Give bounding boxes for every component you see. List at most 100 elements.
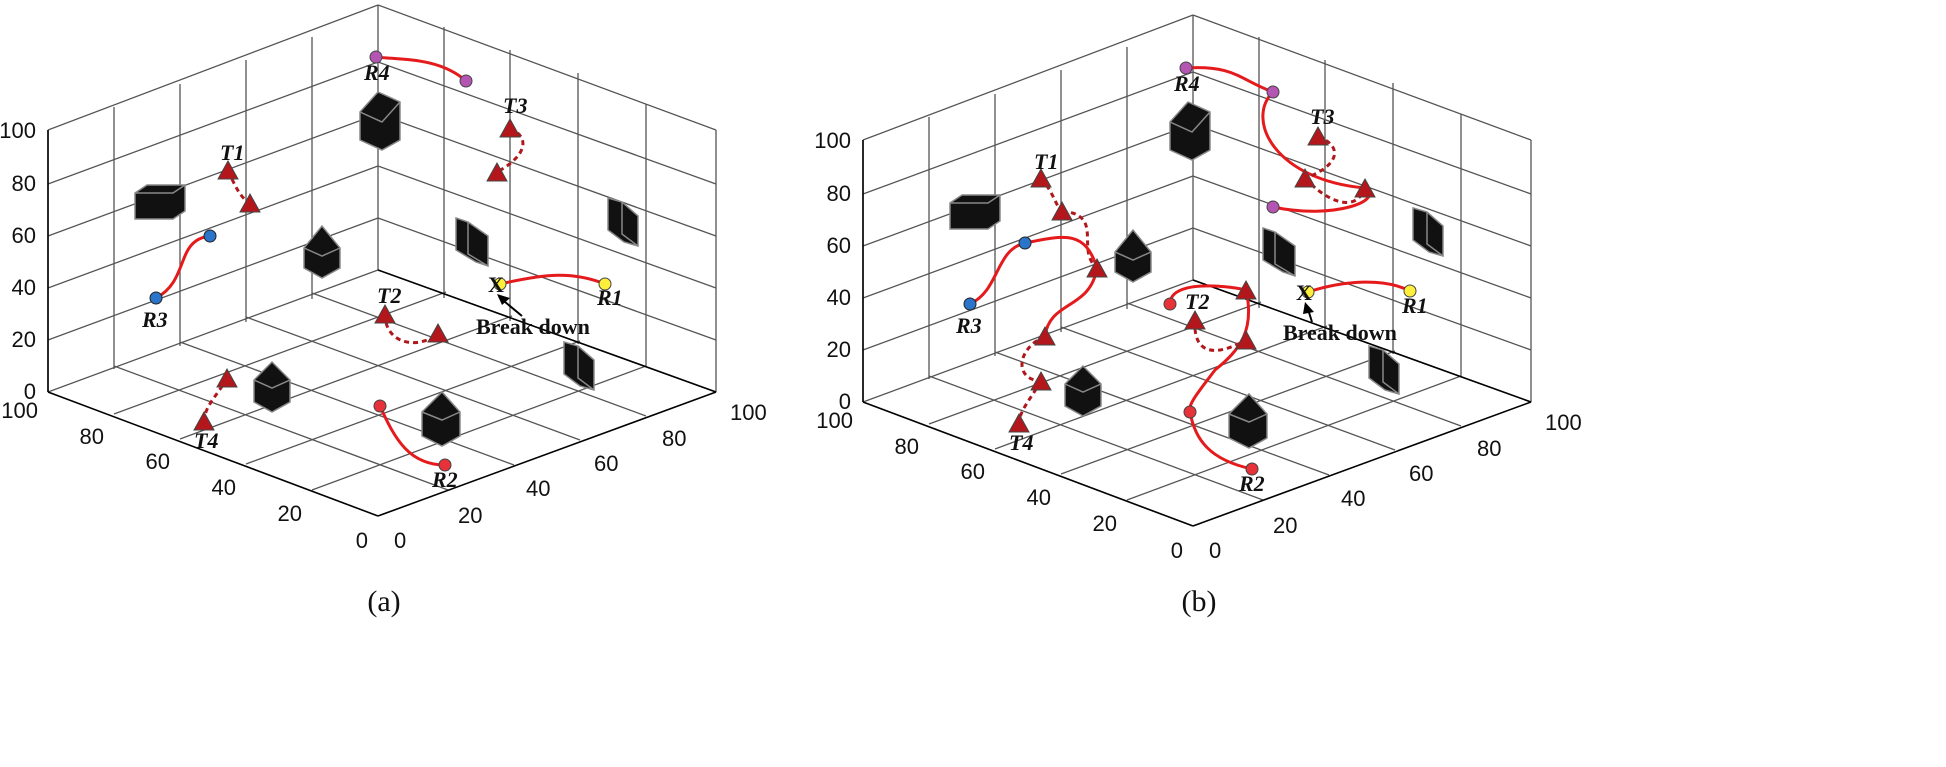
- obstacle: [303, 224, 341, 279]
- y-tick: 40: [526, 476, 550, 501]
- path-t3: [1304, 134, 1336, 180]
- z-tick: 60: [12, 223, 36, 248]
- z-tick: 20: [827, 337, 851, 362]
- panel-b-robots: [963, 61, 1417, 476]
- target-triangle: [1307, 125, 1329, 146]
- target-triangle: [427, 322, 449, 343]
- target-label: T4: [1009, 430, 1033, 455]
- path-t1-b: [1061, 209, 1099, 270]
- robot-r4-end: [1266, 200, 1280, 214]
- target-triangle: [1235, 279, 1257, 300]
- robot-label: R1: [1401, 293, 1428, 318]
- panel-b-breakdown: X Break down: [1283, 280, 1397, 345]
- obstacle: [253, 360, 291, 413]
- y-tick: 0: [1209, 538, 1221, 563]
- path-r3-b: [1043, 267, 1099, 337]
- obstacle: [949, 194, 1001, 230]
- y-tick: 20: [458, 503, 482, 528]
- z-tick: 0: [24, 379, 36, 404]
- y-tick: 60: [594, 451, 618, 476]
- y-tick: 100: [1545, 410, 1582, 435]
- z-tick: 20: [12, 327, 36, 352]
- target-triangle: [1294, 167, 1316, 188]
- obstacle: [455, 216, 489, 268]
- robot-label: R2: [1238, 471, 1265, 496]
- obstacle: [134, 184, 186, 220]
- y-tick: 60: [1409, 461, 1433, 486]
- target-label: T1: [1034, 149, 1058, 174]
- target-triangle: [1051, 200, 1073, 221]
- x-tick: 0: [356, 528, 368, 553]
- robot-r1-broken: [493, 277, 507, 291]
- z-tick: 60: [827, 233, 851, 258]
- robot-r2-end: [438, 458, 452, 472]
- path-r1: [1307, 280, 1411, 294]
- robot-r1-broken: [1301, 285, 1315, 299]
- z-tick: 40: [12, 275, 36, 300]
- target-triangle: [1086, 257, 1108, 278]
- robot-label: R4: [363, 60, 390, 85]
- panel-b-y-ticks: 0 20 40 60 80 100: [1209, 410, 1582, 563]
- x-tick: 60: [146, 449, 170, 474]
- y-tick: 0: [394, 528, 406, 553]
- target-triangle: [193, 410, 215, 431]
- robot-r4-mid: [1266, 85, 1280, 99]
- panel-a-robots: [149, 50, 612, 472]
- obstacle: [1262, 226, 1296, 278]
- obstacle: [1412, 207, 1444, 257]
- robot-r3-end: [203, 229, 217, 243]
- path-r2: [378, 405, 446, 467]
- target-label: T2: [1185, 289, 1209, 314]
- target-triangle: [1235, 329, 1257, 350]
- panel-b-labels: R4 T3 T1 R3 R1 T2 T4 R2: [955, 71, 1428, 496]
- robot-r2-start: [1163, 297, 1177, 311]
- x-tick: 40: [1027, 485, 1051, 510]
- robot-label: R3: [955, 313, 982, 338]
- target-triangle: [1034, 325, 1056, 346]
- path-t2: [1193, 319, 1247, 352]
- panel-b-obstacles: [949, 101, 1444, 449]
- path-r3: [155, 234, 211, 300]
- robot-label: R4: [1173, 71, 1200, 96]
- path-r4-loop: [1261, 90, 1371, 213]
- target-triangle: [374, 303, 396, 324]
- target-triangle: [1030, 167, 1052, 188]
- target-triangle: [1030, 370, 1052, 391]
- panel-a-labels: R4 T3 T1 R3 R1 T2 T4 R2: [141, 60, 623, 492]
- robot-r2-mid: [1183, 405, 1197, 419]
- x-tick: 40: [212, 475, 236, 500]
- robot-label: R1: [596, 285, 623, 310]
- obstacle: [1368, 345, 1400, 395]
- z-tick: 80: [827, 181, 851, 206]
- panel-a-axes: [47, 130, 717, 517]
- break-marker: X: [488, 272, 504, 297]
- break-marker: X: [1296, 280, 1312, 305]
- target-label: T2: [377, 283, 401, 308]
- target-triangle: [1184, 309, 1206, 330]
- target-label: T3: [1310, 104, 1334, 129]
- target-triangle: [1354, 177, 1376, 198]
- target-triangle: [486, 161, 508, 182]
- path-t2-link: [1168, 284, 1247, 305]
- path-r4: [375, 55, 467, 83]
- y-tick: 20: [1273, 513, 1297, 538]
- robot-r3-end: [1018, 236, 1032, 250]
- panel-b-targets: [1008, 125, 1376, 433]
- breakdown-annotation: Break down: [476, 314, 590, 339]
- robot-r3-start: [963, 297, 977, 311]
- z-tick: 100: [0, 118, 36, 143]
- robot-label: R3: [141, 307, 168, 332]
- z-tick: 100: [814, 128, 851, 153]
- caption-b: (b): [1182, 585, 1217, 618]
- x-tick: 100: [1, 398, 38, 423]
- panel-a-targets: [193, 117, 521, 431]
- obstacle: [359, 91, 401, 151]
- robot-r4-end: [459, 74, 473, 88]
- obstacle: [1114, 228, 1152, 283]
- z-tick: 40: [827, 285, 851, 310]
- y-tick: 80: [1477, 436, 1501, 461]
- z-tick: 80: [12, 171, 36, 196]
- robot-r4-start: [369, 50, 383, 64]
- path-r1: [499, 273, 606, 286]
